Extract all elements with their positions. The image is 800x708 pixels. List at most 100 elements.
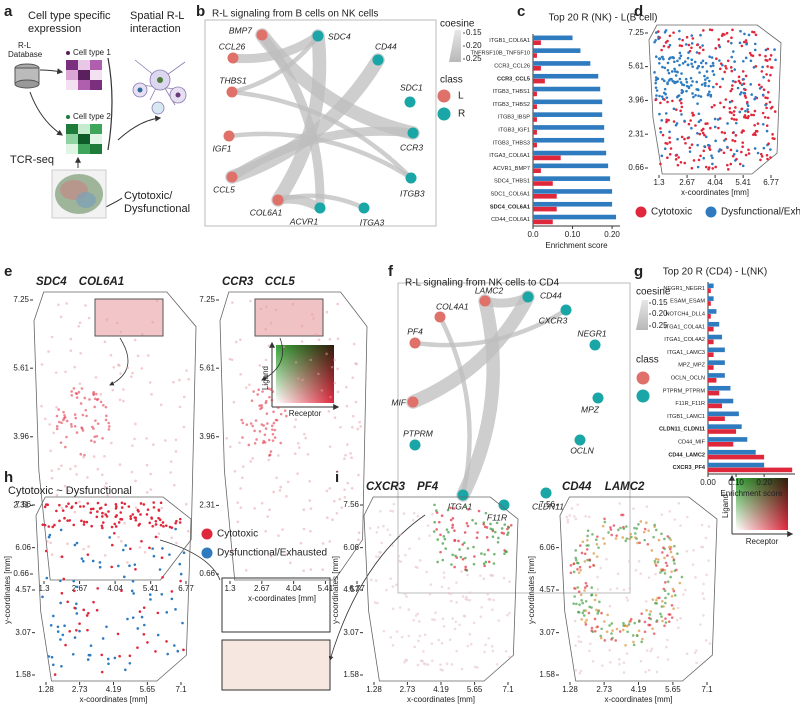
spot: [601, 524, 605, 528]
spot: [491, 649, 495, 653]
bar: [533, 206, 557, 212]
spot: [502, 576, 506, 580]
spot: [728, 100, 732, 104]
bar: [533, 214, 617, 220]
legend-swatch: [201, 528, 213, 540]
spot: [626, 630, 629, 634]
spot: [225, 437, 228, 440]
spot: [610, 622, 614, 625]
spot: [579, 568, 583, 572]
spot: [718, 148, 722, 151]
spot: [352, 342, 356, 346]
spot: [597, 546, 600, 549]
spot: [229, 445, 232, 449]
spot: [105, 515, 109, 518]
spot: [268, 454, 271, 457]
spot: [103, 485, 107, 489]
spot: [450, 563, 453, 566]
x-tick-label: 7.1: [701, 685, 713, 694]
spot: [374, 555, 378, 558]
spot: [479, 574, 482, 577]
spot: [668, 141, 672, 144]
heading: interaction: [130, 23, 181, 35]
edge: [257, 30, 325, 213]
spot: [695, 51, 699, 54]
spot: [96, 587, 100, 590]
spot: [672, 107, 676, 111]
spot: [678, 57, 682, 60]
spot: [674, 594, 677, 597]
label: Dysfunctional: [124, 203, 190, 215]
panel-letter: h: [4, 469, 13, 486]
spot: [458, 623, 461, 627]
spot: [608, 624, 611, 627]
spot: [596, 535, 599, 538]
node-label: PF4: [407, 326, 423, 336]
spot: [303, 432, 306, 436]
spot: [426, 663, 430, 666]
spot: [644, 600, 648, 603]
spot: [136, 354, 140, 358]
spot: [670, 594, 674, 598]
spot: [124, 668, 127, 672]
spot: [278, 489, 282, 492]
spot: [94, 392, 98, 396]
spot: [338, 497, 342, 501]
spot: [110, 441, 113, 445]
y-tick-label: 3.96: [628, 96, 644, 105]
spot: [718, 117, 722, 120]
spot: [458, 548, 461, 551]
x-tick-label: 5.41: [735, 178, 751, 187]
spot: [738, 162, 742, 166]
spot: [509, 524, 513, 527]
spot: [333, 416, 337, 420]
spot: [255, 438, 258, 441]
category-label: ITGA1_LAMC3: [667, 350, 705, 356]
y-tick-label: 2.31: [13, 501, 29, 510]
spot: [662, 57, 665, 61]
spot: [58, 503, 61, 507]
spot: [350, 486, 354, 490]
spot: [661, 568, 665, 571]
spot: [733, 68, 737, 71]
spot: [160, 592, 164, 596]
spot: [731, 28, 734, 32]
spot: [704, 78, 707, 81]
spot: [476, 666, 479, 669]
spot: [685, 652, 689, 656]
spot: [443, 537, 447, 541]
spot: [489, 573, 492, 577]
spot: [273, 428, 277, 432]
x-tick-label: 4.19: [106, 685, 122, 694]
spot: [747, 148, 750, 152]
spot: [503, 549, 506, 552]
spot: [120, 589, 123, 593]
bar: [708, 403, 723, 409]
spot: [449, 518, 453, 522]
spot: [117, 521, 121, 524]
spot: [573, 515, 576, 518]
spot: [685, 89, 688, 93]
spot: [695, 661, 698, 665]
spot: [74, 391, 78, 395]
spot: [696, 165, 700, 169]
spot: [425, 570, 428, 574]
spot: [64, 643, 67, 647]
spot: [113, 522, 117, 526]
spot: [766, 47, 770, 51]
panel-letter: f: [388, 263, 394, 280]
spot: [55, 509, 58, 513]
spot: [258, 364, 262, 367]
spot: [654, 564, 658, 567]
spot: [647, 616, 651, 620]
spot: [389, 577, 392, 580]
spot: [124, 544, 127, 547]
spot: [154, 650, 157, 653]
spot: [434, 509, 438, 512]
spot: [134, 567, 137, 571]
spot: [271, 390, 275, 393]
spot: [439, 533, 442, 537]
spot: [569, 564, 573, 567]
spot: [664, 596, 667, 600]
spot: [647, 623, 650, 627]
